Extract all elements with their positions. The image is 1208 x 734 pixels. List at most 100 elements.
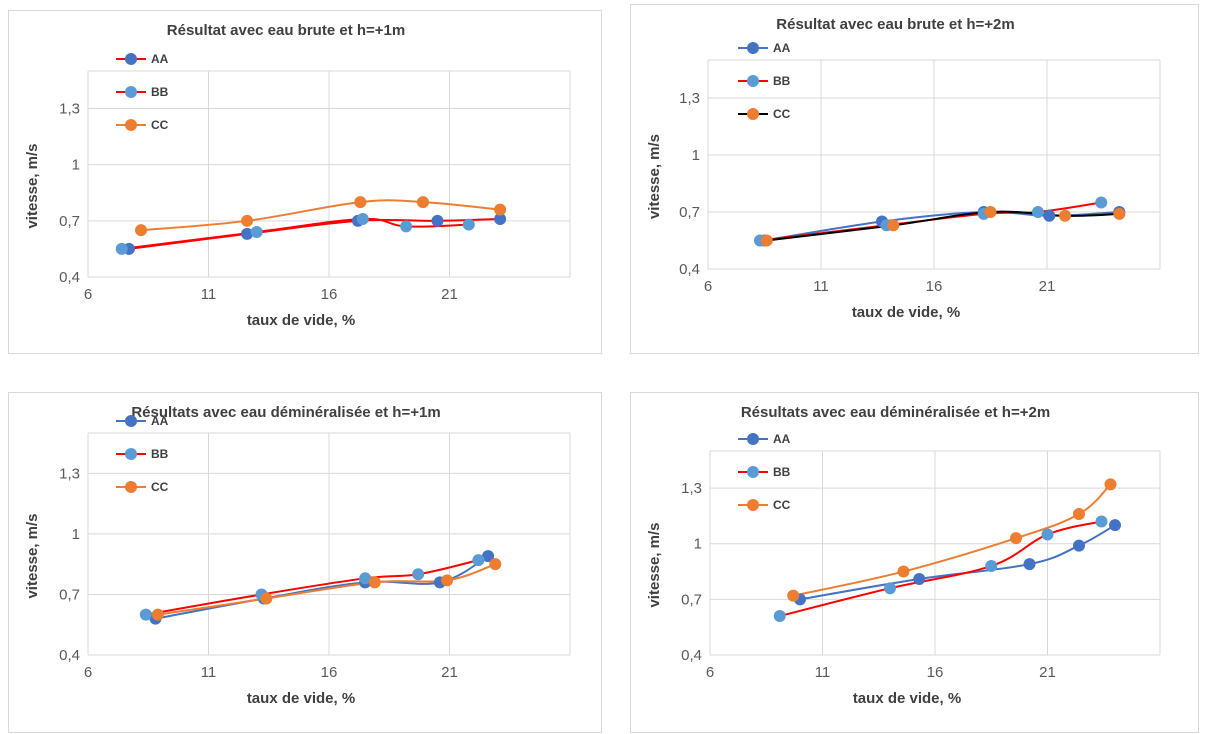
y-tick-label: 0,7 — [679, 204, 700, 221]
legend-marker-aa — [125, 53, 137, 65]
y-tick-label: 0,4 — [59, 269, 80, 286]
y-tick-label: 0,7 — [59, 213, 80, 230]
legend-label-bb: BB — [151, 85, 169, 99]
chart-svg: Résultats avec eau déminéralisée et h=+1… — [24, 404, 571, 707]
data-point-aa — [1073, 539, 1085, 552]
series-line-cc — [793, 483, 1112, 597]
data-point-aa — [431, 214, 444, 227]
y-tick-label: 1 — [72, 157, 80, 174]
data-point-cc — [1073, 508, 1085, 521]
chart-title: Résultats avec eau déminéralisée et h=+2… — [741, 404, 1050, 421]
data-point-cc — [151, 608, 164, 621]
y-tick-label: 0,4 — [59, 647, 80, 664]
x-tick-label: 11 — [813, 278, 829, 295]
chart-title: Résultat avec eau brute et h=+2m — [776, 16, 1014, 33]
data-point-bb — [250, 226, 263, 239]
x-tick-label: 16 — [321, 286, 338, 303]
data-point-bb — [1031, 206, 1044, 218]
y-tick-label: 1,3 — [59, 465, 80, 482]
x-tick-label: 21 — [1039, 278, 1056, 295]
y-tick-label: 0,7 — [681, 591, 702, 608]
data-point-cc — [135, 224, 148, 237]
data-point-bb — [400, 220, 413, 233]
data-point-cc — [489, 558, 502, 571]
data-point-bb — [884, 582, 896, 595]
y-tick-label: 1,3 — [679, 90, 700, 107]
data-point-cc — [1059, 209, 1072, 222]
legend-label-bb: BB — [773, 74, 791, 88]
data-point-cc — [1010, 532, 1022, 545]
legend-marker-bb — [747, 466, 759, 478]
data-point-aa — [494, 212, 507, 225]
chart-svg: Résultats avec eau déminéralisée et h=+2… — [646, 404, 1161, 707]
y-tick-label: 1,3 — [59, 100, 80, 117]
x-tick-label: 11 — [201, 286, 217, 303]
x-axis-label: taux de vide, % — [247, 690, 355, 707]
data-point-cc — [1104, 478, 1117, 491]
legend-marker-cc — [125, 119, 137, 131]
x-tick-label: 21 — [441, 664, 458, 681]
data-point-bb — [359, 572, 372, 585]
legend-marker-bb — [747, 75, 759, 87]
legend-marker-aa — [747, 42, 759, 54]
x-tick-label: 16 — [927, 664, 944, 681]
legend-label-aa: AA — [773, 432, 791, 446]
series-line-cc — [766, 210, 1120, 242]
x-tick-label: 11 — [201, 664, 217, 681]
x-tick-label: 21 — [1039, 664, 1056, 681]
data-point-bb — [1095, 196, 1108, 209]
x-tick-label: 6 — [84, 664, 92, 681]
legend-marker-cc — [747, 108, 759, 120]
chart-panel-demin-h2: Résultats avec eau déminéralisée et h=+2… — [630, 392, 1199, 733]
series-line-cc — [140, 199, 501, 232]
series-line-bb — [145, 559, 479, 616]
legend-marker-aa — [125, 415, 137, 427]
legend-label-cc: CC — [151, 118, 169, 132]
series-line-bb — [779, 520, 1102, 618]
data-point-aa — [241, 227, 254, 240]
data-point-aa — [482, 550, 495, 563]
x-tick-label: 6 — [84, 286, 92, 303]
data-point-bb — [412, 568, 425, 581]
series-line-aa — [799, 524, 1116, 601]
chart-svg: Résultat avec eau brute et h=+2m 6 11 16 21 0… — [646, 16, 1161, 321]
y-tick-label: 1,3 — [681, 480, 702, 497]
data-point-cc — [1113, 207, 1126, 220]
data-point-cc — [494, 203, 507, 216]
y-axis-label: vitesse, m/s — [646, 522, 663, 607]
legend-label-cc: CC — [773, 107, 791, 121]
data-point-bb — [773, 610, 786, 623]
y-tick-label: 0,7 — [59, 586, 80, 603]
data-point-bb — [985, 559, 998, 572]
data-point-aa — [913, 572, 926, 585]
legend-label-aa: AA — [151, 52, 169, 66]
data-point-bb — [356, 212, 369, 225]
y-axis-label: vitesse, m/s — [24, 513, 41, 598]
data-point-bb — [1095, 515, 1108, 528]
data-point-bb — [115, 242, 128, 255]
legend-label-bb: BB — [151, 447, 169, 461]
data-point-cc — [897, 565, 910, 578]
x-axis-label: taux de vide, % — [853, 690, 961, 707]
x-tick-label: 6 — [706, 664, 714, 681]
legend-marker-bb — [125, 448, 137, 460]
chart-panel-brute-h1: Résultat avec eau brute et h=+1m 6 11 16 21 0… — [8, 10, 602, 354]
x-tick-label: 11 — [815, 664, 831, 681]
x-tick-label: 16 — [321, 664, 338, 681]
y-tick-label: 1 — [72, 526, 80, 543]
x-tick-label: 6 — [704, 278, 712, 295]
data-point-cc — [441, 574, 454, 587]
y-axis-label: vitesse, m/s — [24, 143, 41, 228]
legend-marker-bb — [125, 86, 137, 98]
data-point-cc — [984, 206, 997, 218]
x-axis-label: taux de vide, % — [852, 304, 960, 321]
legend-marker-cc — [747, 499, 759, 511]
legend-label-cc: CC — [151, 480, 169, 494]
data-point-aa — [1043, 209, 1056, 222]
legend-marker-cc — [125, 481, 137, 493]
data-point-bb — [472, 554, 485, 567]
chart-title: Résultat avec eau brute et h=+1m — [167, 22, 405, 39]
data-point-cc — [416, 196, 429, 209]
y-tick-label: 0,4 — [681, 647, 702, 664]
data-point-bb — [462, 218, 475, 231]
